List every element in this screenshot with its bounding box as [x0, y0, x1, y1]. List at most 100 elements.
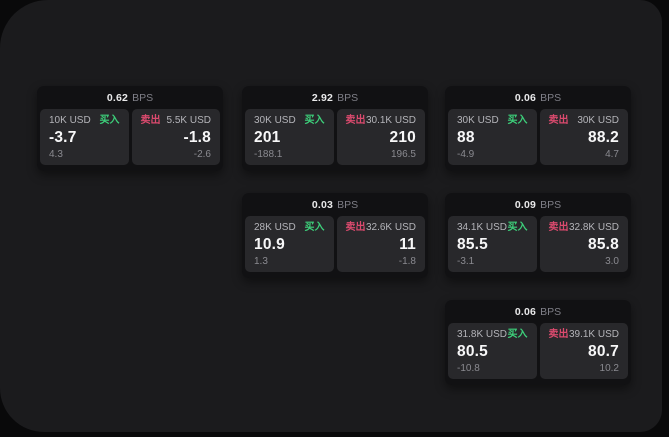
sell-notional-amount: 39.1K USD: [568, 329, 619, 340]
buy-tile-top-row: 10K USD 买入: [49, 115, 120, 126]
sell-price-main: -1.8: [183, 128, 211, 146]
buy-tile-top-row: 28K USD 买入: [254, 222, 325, 233]
buy-price-main: 80.5: [457, 342, 488, 360]
quote-card: 2.92 BPS 30K USD 买入 201 -188.1 卖出 30.1K …: [242, 86, 428, 171]
sell-price-sub: -2.6: [193, 148, 211, 160]
buy-notional-amount: 34.1K USD: [457, 222, 508, 233]
buy-side-label: 买入: [304, 222, 325, 233]
buy-tile-top-row: 30K USD 买入: [457, 115, 528, 126]
quote-card-body: 31.8K USD 买入 80.5 -10.8 卖出 39.1K USD 80.…: [445, 323, 631, 382]
quote-card: 0.09 BPS 34.1K USD 买入 85.5 -3.1 卖出 32.8K…: [445, 193, 631, 278]
sell-price-sub: 10.2: [599, 362, 619, 374]
sell-price-main: 80.7: [588, 342, 619, 360]
buy-notional-amount: 30K USD: [457, 115, 499, 126]
buy-notional-amount: 10K USD: [49, 115, 91, 126]
sell-price-sub: 196.5: [390, 148, 416, 160]
sell-quote-tile[interactable]: 卖出 39.1K USD 80.7 10.2: [539, 323, 628, 379]
buy-side-label: 买入: [99, 115, 120, 126]
sell-tile-top-row: 卖出 30K USD: [549, 115, 620, 126]
buy-price-sub: -4.9: [457, 148, 475, 160]
sell-price-main: 210: [389, 128, 416, 146]
bps-unit-label: BPS: [337, 91, 359, 104]
bps-value: 2.92: [311, 91, 334, 104]
buy-notional-amount: 30K USD: [254, 115, 296, 126]
buy-price-main: 201: [254, 128, 281, 146]
sell-tile-top-row: 卖出 32.8K USD: [549, 222, 620, 233]
sell-quote-tile[interactable]: 卖出 5.5K USD -1.8 -2.6: [131, 109, 220, 165]
bps-unit-label: BPS: [337, 198, 359, 211]
buy-tile-top-row: 30K USD 买入: [254, 115, 325, 126]
sell-price-sub: 4.7: [605, 148, 619, 160]
bps-unit-label: BPS: [540, 198, 562, 211]
buy-notional-amount: 31.8K USD: [457, 329, 508, 340]
quote-card-body: 30K USD 买入 201 -188.1 卖出 30.1K USD 210 1…: [242, 109, 428, 168]
quote-card-body: 30K USD 买入 88 -4.9 卖出 30K USD 88.2 4.7: [445, 109, 631, 168]
sell-side-label: 卖出: [548, 115, 569, 126]
bps-header: 0.09 BPS: [445, 193, 631, 216]
buy-price-sub: 1.3: [254, 255, 268, 267]
quote-card: 0.06 BPS 31.8K USD 买入 80.5 -10.8 卖出 39.1…: [445, 300, 631, 385]
buy-notional-amount: 28K USD: [254, 222, 296, 233]
sell-side-label: 卖出: [140, 115, 161, 126]
sell-tile-top-row: 卖出 5.5K USD: [141, 115, 212, 126]
bps-header: 0.62 BPS: [37, 86, 223, 109]
bps-header: 0.06 BPS: [445, 86, 631, 109]
buy-side-label: 买入: [304, 115, 325, 126]
bps-unit-label: BPS: [540, 91, 562, 104]
bps-header: 0.06 BPS: [445, 300, 631, 323]
bps-unit-label: BPS: [540, 305, 562, 318]
buy-side-label: 买入: [507, 115, 528, 126]
sell-quote-tile[interactable]: 卖出 32.6K USD 11 -1.8: [336, 216, 425, 272]
sell-side-label: 卖出: [345, 115, 366, 126]
sell-tile-top-row: 卖出 32.6K USD: [346, 222, 417, 233]
buy-quote-tile[interactable]: 34.1K USD 买入 85.5 -3.1: [448, 216, 537, 272]
buy-quote-tile[interactable]: 31.8K USD 买入 80.5 -10.8: [448, 323, 537, 379]
sell-quote-tile[interactable]: 卖出 30K USD 88.2 4.7: [539, 109, 628, 165]
sell-side-label: 卖出: [345, 222, 366, 233]
bps-value: 0.62: [106, 91, 129, 104]
cards-layer: 0.62 BPS 10K USD 买入 -3.7 4.3 卖出 5.5K USD…: [37, 86, 631, 385]
sell-tile-top-row: 卖出 30.1K USD: [346, 115, 417, 126]
bps-value: 0.06: [514, 91, 537, 104]
buy-price-main: 10.9: [254, 235, 285, 253]
app-window-panel: 0.62 BPS 10K USD 买入 -3.7 4.3 卖出 5.5K USD…: [0, 0, 662, 432]
sell-quote-tile[interactable]: 卖出 30.1K USD 210 196.5: [336, 109, 425, 165]
bps-value: 0.06: [514, 305, 537, 318]
quote-card-body: 34.1K USD 买入 85.5 -3.1 卖出 32.8K USD 85.8…: [445, 216, 631, 275]
buy-price-sub: -10.8: [457, 362, 480, 374]
buy-quote-tile[interactable]: 30K USD 买入 201 -188.1: [245, 109, 334, 165]
quote-card: 0.62 BPS 10K USD 买入 -3.7 4.3 卖出 5.5K USD…: [37, 86, 223, 171]
buy-price-sub: -188.1: [254, 148, 283, 160]
buy-side-label: 买入: [507, 329, 528, 340]
buy-price-main: 88: [457, 128, 475, 146]
sell-tile-top-row: 卖出 39.1K USD: [549, 329, 620, 340]
buy-quote-tile[interactable]: 30K USD 买入 88 -4.9: [448, 109, 537, 165]
buy-side-label: 买入: [507, 222, 528, 233]
bps-unit-label: BPS: [132, 91, 154, 104]
buy-quote-tile[interactable]: 28K USD 买入 10.9 1.3: [245, 216, 334, 272]
buy-price-main: 85.5: [457, 235, 488, 253]
sell-side-label: 卖出: [548, 329, 569, 340]
sell-notional-amount: 32.8K USD: [568, 222, 619, 233]
buy-price-main: -3.7: [49, 128, 77, 146]
buy-quote-tile[interactable]: 10K USD 买入 -3.7 4.3: [40, 109, 129, 165]
bps-value: 0.03: [311, 198, 334, 211]
sell-price-main: 11: [399, 235, 416, 253]
sell-price-sub: 3.0: [605, 255, 619, 267]
sell-quote-tile[interactable]: 卖出 32.8K USD 85.8 3.0: [539, 216, 628, 272]
quote-card-body: 28K USD 买入 10.9 1.3 卖出 32.6K USD 11 -1.8: [242, 216, 428, 275]
buy-tile-top-row: 34.1K USD 买入: [457, 222, 528, 233]
sell-notional-amount: 30.1K USD: [365, 115, 416, 126]
sell-notional-amount: 30K USD: [577, 115, 619, 126]
sell-price-main: 88.2: [588, 128, 619, 146]
quote-card: 0.03 BPS 28K USD 买入 10.9 1.3 卖出 32.6K US…: [242, 193, 428, 278]
buy-tile-top-row: 31.8K USD 买入: [457, 329, 528, 340]
bps-header: 2.92 BPS: [242, 86, 428, 109]
buy-price-sub: -3.1: [457, 255, 475, 267]
sell-notional-amount: 5.5K USD: [166, 115, 211, 126]
sell-price-main: 85.8: [588, 235, 619, 253]
quote-card: 0.06 BPS 30K USD 买入 88 -4.9 卖出 30K USD 8…: [445, 86, 631, 171]
buy-price-sub: 4.3: [49, 148, 63, 160]
bps-header: 0.03 BPS: [242, 193, 428, 216]
sell-notional-amount: 32.6K USD: [365, 222, 416, 233]
